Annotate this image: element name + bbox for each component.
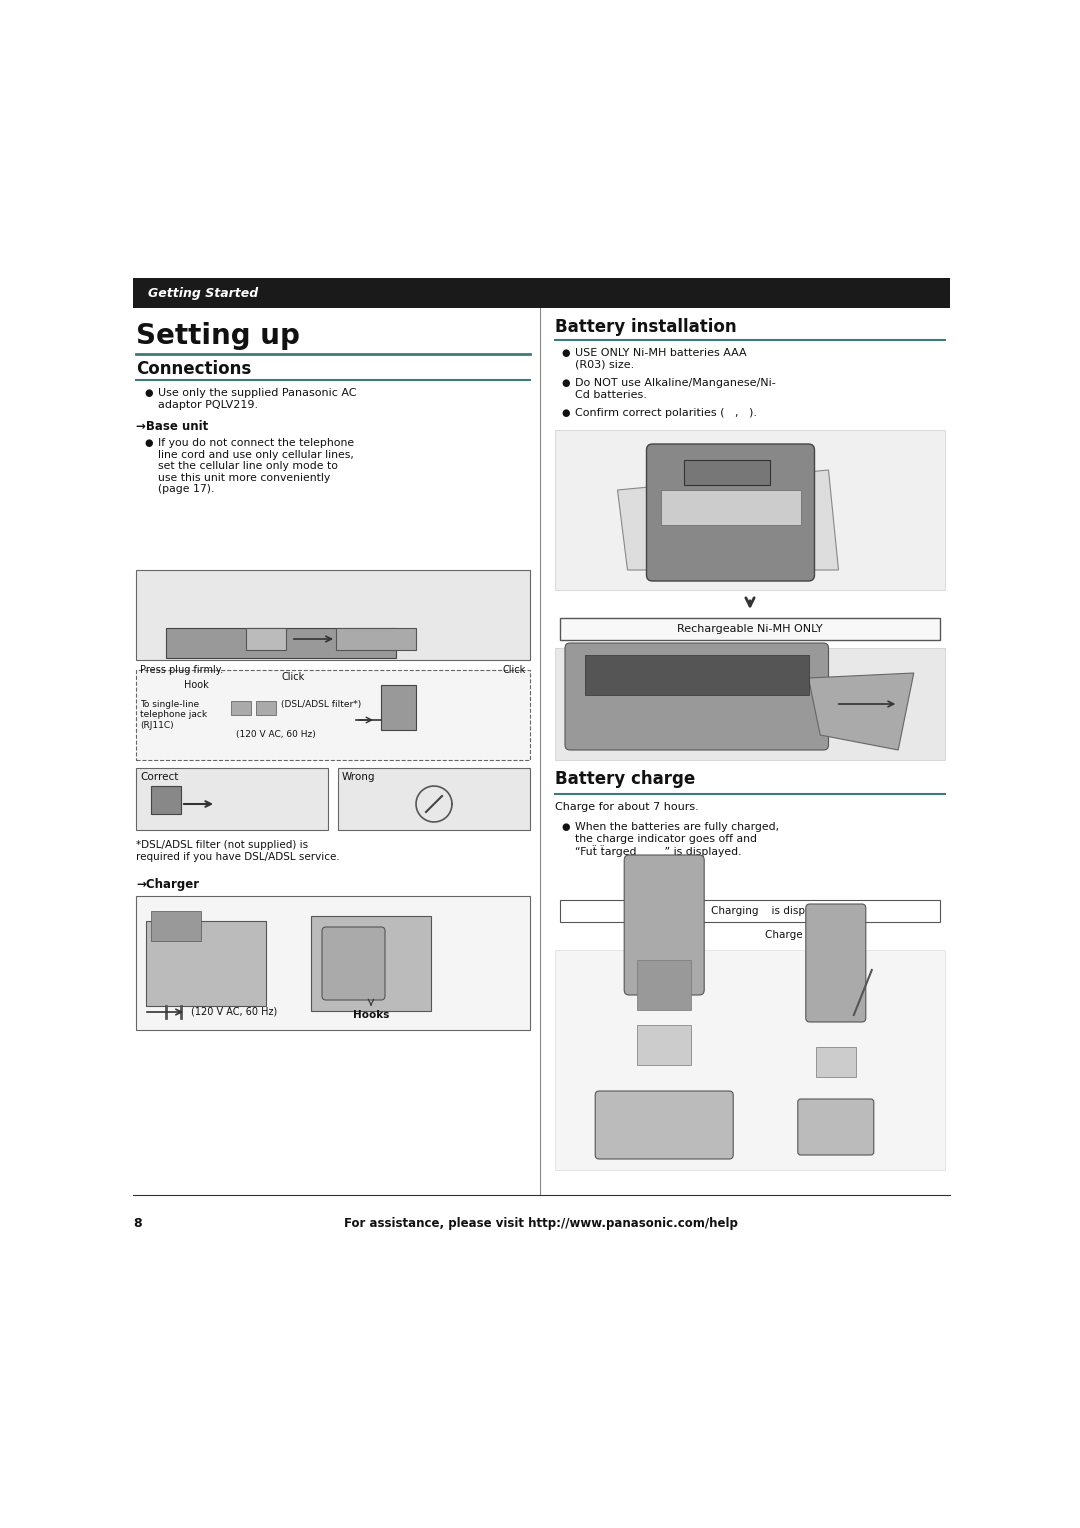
Bar (256, 701, 276, 715)
FancyBboxPatch shape (565, 643, 828, 750)
Text: (120 V AC, 60 Hz): (120 V AC, 60 Hz) (237, 730, 315, 740)
Text: →Charger: →Charger (136, 879, 199, 891)
Text: ●: ● (561, 408, 569, 419)
Text: Press plug firmly.: Press plug firmly. (140, 665, 224, 675)
Text: (DSL/ADSL filter*): (DSL/ADSL filter*) (281, 700, 361, 709)
Text: ●: ● (144, 439, 152, 448)
Text: Click: Click (281, 672, 305, 681)
Polygon shape (809, 672, 914, 750)
Text: ●: ● (561, 348, 569, 358)
Bar (661, 490, 800, 526)
Text: When the batteries are fully charged,
the charge indicator goes off and
“Fuẗ ẗar: When the batteries are fully charged, th… (575, 822, 779, 857)
Text: Click: Click (503, 665, 526, 675)
Bar (561, 900, 940, 921)
Text: Hook: Hook (184, 680, 208, 691)
Bar (146, 921, 266, 1005)
Text: *DSL/ADSL filter (not supplied) is
required if you have DSL/ADSL service.: *DSL/ADSL filter (not supplied) is requi… (136, 840, 340, 862)
Text: Connections: Connections (136, 361, 252, 377)
Bar (231, 701, 251, 715)
Bar (684, 460, 769, 484)
Text: Correct: Correct (140, 772, 178, 782)
Bar (338, 769, 530, 830)
Bar (136, 769, 328, 830)
Text: Charge indicator: Charge indicator (765, 931, 852, 940)
FancyBboxPatch shape (624, 856, 704, 995)
Bar (136, 895, 530, 1030)
Text: For assistance, please visit http://www.panasonic.com/help: For assistance, please visit http://www.… (345, 1216, 738, 1230)
Text: 8: 8 (133, 1216, 141, 1230)
Bar (133, 278, 950, 309)
Text: Use only the supplied Panasonic AC
adaptor PQLV219.: Use only the supplied Panasonic AC adapt… (158, 388, 356, 410)
Bar (336, 628, 416, 649)
Bar (585, 656, 809, 695)
Text: Battery installation: Battery installation (555, 318, 737, 336)
Text: USE ONLY Ni-MH batteries AAA
(R03) size.: USE ONLY Ni-MH batteries AAA (R03) size. (575, 348, 746, 370)
Bar (381, 685, 416, 730)
Bar (555, 648, 945, 759)
Text: If you do not connect the telephone
line cord and use only cellular lines,
set t: If you do not connect the telephone line… (158, 439, 354, 495)
Bar (637, 960, 691, 1010)
FancyBboxPatch shape (806, 905, 866, 1022)
Text: Charge for about 7 hours.: Charge for about 7 hours. (555, 802, 699, 811)
Bar (555, 950, 945, 1170)
Text: Battery charge: Battery charge (555, 770, 696, 788)
Text: Confirm  Charging    is displayed.: Confirm Charging is displayed. (663, 906, 837, 915)
Bar (561, 617, 940, 640)
Text: (120 V AC, 60 Hz): (120 V AC, 60 Hz) (191, 1007, 278, 1018)
Bar (637, 1025, 691, 1065)
Text: Setting up: Setting up (136, 322, 300, 350)
Bar (136, 669, 530, 759)
Text: ●: ● (561, 377, 569, 388)
Bar (151, 785, 181, 814)
Bar (555, 429, 945, 590)
Text: Hooks: Hooks (353, 1010, 389, 1021)
Bar (151, 911, 201, 941)
Text: Wrong: Wrong (342, 772, 376, 782)
Text: →Base unit: →Base unit (136, 420, 208, 432)
Text: To single-line
telephone jack
(RJ11C): To single-line telephone jack (RJ11C) (140, 700, 207, 730)
Bar (166, 628, 396, 659)
FancyBboxPatch shape (647, 445, 814, 581)
Text: ●: ● (144, 388, 152, 397)
Bar (246, 628, 286, 649)
Text: ●: ● (561, 822, 569, 833)
FancyBboxPatch shape (322, 927, 384, 999)
Bar (311, 915, 431, 1012)
FancyBboxPatch shape (595, 1091, 733, 1160)
Text: Confirm correct polarities (   ,   ).: Confirm correct polarities ( , ). (575, 408, 757, 419)
Bar (815, 1047, 855, 1077)
Bar (136, 570, 530, 660)
FancyBboxPatch shape (798, 1099, 874, 1155)
Text: Rechargeable Ni-MH ONLY: Rechargeable Ni-MH ONLY (677, 623, 823, 634)
Text: Getting Started: Getting Started (148, 287, 258, 299)
Text: Do NOT use Alkaline/Manganese/Ni-
Cd batteries.: Do NOT use Alkaline/Manganese/Ni- Cd bat… (575, 377, 775, 400)
Polygon shape (618, 471, 838, 570)
